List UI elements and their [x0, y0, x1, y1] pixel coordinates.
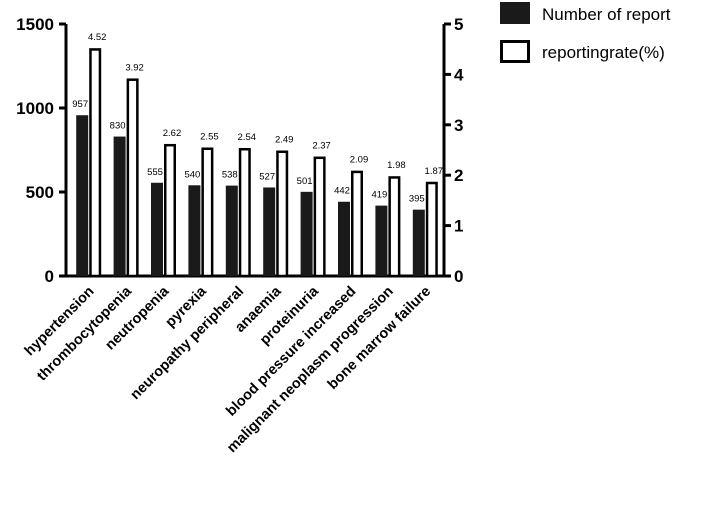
- data-label-number-of-report: 419: [371, 190, 387, 201]
- legend-swatch-reporting-rate: [500, 40, 530, 63]
- bar-reporting-rate: [201, 147, 214, 278]
- legend-label-reporting-rate: reportingrate(%): [542, 43, 665, 62]
- data-label-number-of-report: 501: [297, 176, 313, 187]
- data-label-reporting-rate: 2.55: [200, 131, 219, 142]
- data-label-number-of-report: 830: [110, 121, 126, 132]
- right-tick-label: 5: [454, 15, 463, 34]
- bar-reporting-rate: [388, 176, 401, 278]
- right-tick-label: 4: [454, 65, 464, 84]
- data-label-number-of-report: 555: [147, 167, 163, 178]
- data-label-reporting-rate: 2.37: [312, 141, 331, 152]
- legend-swatch-number-of-report: [500, 2, 530, 24]
- left-tick-label: 0: [45, 267, 54, 286]
- data-label-reporting-rate: 4.52: [88, 32, 107, 43]
- right-tick-label: 3: [454, 116, 463, 135]
- data-label-reporting-rate: 2.62: [163, 128, 182, 139]
- data-label-number-of-report: 442: [334, 186, 350, 197]
- data-label-number-of-report: 527: [259, 171, 275, 182]
- bar-reporting-rate: [313, 156, 326, 278]
- data-label-reporting-rate: 2.49: [275, 135, 294, 146]
- bar-number-of-report: [76, 115, 89, 276]
- bar-number-of-report: [188, 185, 201, 276]
- bar-number-of-report: [338, 201, 350, 276]
- left-tick-label: 1500: [16, 15, 54, 34]
- bar-number-of-report: [263, 187, 276, 276]
- bar-reporting-rate: [238, 147, 251, 278]
- bar-reporting-rate: [126, 78, 139, 278]
- bar-number-of-report: [151, 182, 163, 276]
- data-label-number-of-report: 538: [222, 170, 238, 181]
- bar-reporting-rate: [89, 48, 102, 278]
- bar-number-of-report: [412, 209, 425, 276]
- data-label-number-of-report: 540: [184, 169, 200, 180]
- bar-number-of-report: [300, 191, 313, 276]
- bars: [76, 48, 438, 278]
- bar-reporting-rate: [351, 170, 363, 278]
- bar-reporting-rate: [276, 150, 289, 278]
- legend: Number of report reportingrate(%): [500, 2, 671, 63]
- right-tick-label: 2: [454, 166, 463, 185]
- data-label-reporting-rate: 3.92: [125, 62, 144, 73]
- bar-number-of-report: [113, 136, 126, 276]
- data-label-reporting-rate: 2.54: [238, 132, 257, 143]
- data-label-reporting-rate: 1.98: [387, 160, 406, 171]
- right-tick-label: 0: [454, 267, 463, 286]
- data-label-number-of-report: 395: [409, 194, 425, 205]
- bar-reporting-rate: [425, 181, 438, 278]
- bar-number-of-report: [375, 205, 388, 276]
- data-label-reporting-rate: 2.09: [350, 155, 369, 166]
- bar-number-of-report: [225, 185, 238, 276]
- data-label-number-of-report: 957: [72, 99, 88, 110]
- data-label-reporting-rate: 1.87: [425, 166, 444, 177]
- right-tick-label: 1: [454, 217, 463, 236]
- left-tick-label: 1000: [16, 99, 54, 118]
- left-tick-label: 500: [26, 183, 54, 202]
- legend-label-number-of-report: Number of report: [542, 5, 671, 24]
- bar-reporting-rate: [164, 143, 176, 278]
